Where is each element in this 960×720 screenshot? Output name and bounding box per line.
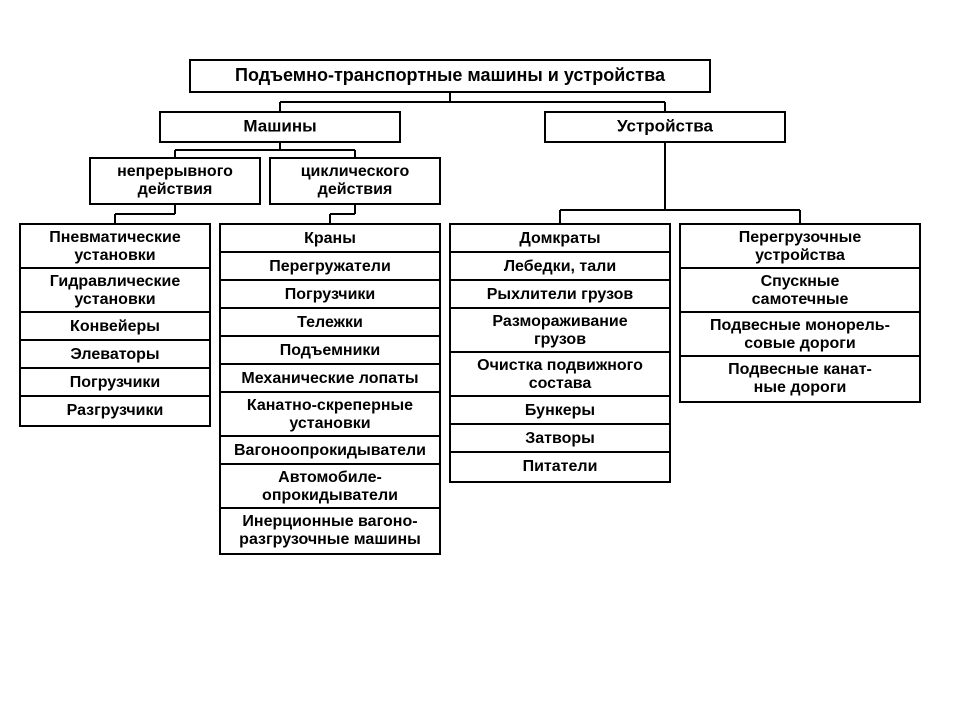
label-text: Подвесные канат- xyxy=(728,361,872,378)
label-text: Домкраты xyxy=(519,230,600,247)
devices-b-row: Подвесные канат-ные дороги xyxy=(680,356,920,402)
label-text: Лебедки, тали xyxy=(504,258,616,275)
label-text: Механические лопаты xyxy=(241,370,418,387)
devices-a-row: Размораживаниегрузов xyxy=(450,308,670,354)
cyclic-row: Механические лопаты xyxy=(220,364,440,394)
cyclic-row: Автомобиле-опрокидыватели xyxy=(220,464,440,510)
cyclic-row: Погрузчики xyxy=(220,280,440,310)
label-text: непрерывного xyxy=(117,163,233,180)
hierarchy-diagram: Подъемно-транспортные машины и устройств… xyxy=(0,0,960,720)
label-text: самотечные xyxy=(752,291,849,308)
devices-a-row: Питатели xyxy=(450,452,670,482)
devices-a-row: Бункеры xyxy=(450,396,670,426)
cyclic-row: Подъемники xyxy=(220,336,440,366)
label-text: Автомобиле- xyxy=(278,469,382,486)
label-text: Погрузчики xyxy=(285,286,376,303)
devices-a-row: Очистка подвижногосостава xyxy=(450,352,670,398)
continuous-row: Элеваторы xyxy=(20,340,210,370)
devices-box: Устройства xyxy=(545,112,785,142)
label-text: Рыхлители грузов xyxy=(487,286,634,303)
root-box: Подъемно-транспортные машины и устройств… xyxy=(190,60,710,92)
label-text: циклического xyxy=(301,163,410,180)
label-text: совые дороги xyxy=(744,335,856,352)
label-text: Очистка подвижного xyxy=(477,357,643,374)
cyclic-row: Канатно-скреперныеустановки xyxy=(220,392,440,438)
label-text: грузов xyxy=(534,331,586,348)
cyclic-row: Перегружатели xyxy=(220,252,440,282)
devices-a-row: Затворы xyxy=(450,424,670,454)
devices-b-row: Подвесные монорель-совые дороги xyxy=(680,312,920,358)
label-text: установки xyxy=(289,415,370,432)
label-text: Элеваторы xyxy=(70,346,159,363)
devices-b-row: Спускныесамотечные xyxy=(680,268,920,314)
continuous-row: Погрузчики xyxy=(20,368,210,398)
label-text: состава xyxy=(529,375,592,392)
continuous-row: Конвейеры xyxy=(20,312,210,342)
label-text: Перегружатели xyxy=(269,258,391,275)
label-text: действия xyxy=(138,181,213,198)
label-text: Конвейеры xyxy=(70,318,160,335)
label-text: Подъемно-транспортные машины и устройств… xyxy=(235,65,666,85)
label-text: действия xyxy=(318,181,393,198)
cyclic-row: Тележки xyxy=(220,308,440,338)
continuous-row: Разгрузчики xyxy=(20,396,210,426)
devices-a-row: Лебедки, тали xyxy=(450,252,670,282)
label-text: установки xyxy=(74,291,155,308)
label-text: устройства xyxy=(755,247,845,264)
continuous-box: непрерывногодействия xyxy=(90,158,260,204)
label-text: Тележки xyxy=(297,314,363,331)
label-text: Машины xyxy=(243,116,316,135)
label-text: Канатно-скреперные xyxy=(247,397,413,414)
label-text: Краны xyxy=(304,230,356,247)
label-text: ные дороги xyxy=(754,379,847,396)
label-text: Затворы xyxy=(525,430,595,447)
label-text: Погрузчики xyxy=(70,374,161,391)
cyclic-row: Краны xyxy=(220,224,440,254)
label-text: опрокидыватели xyxy=(262,487,398,504)
continuous-row: Пневматическиеустановки xyxy=(20,224,210,270)
cyclic-row: Вагоноопрокидыватели xyxy=(220,436,440,466)
label-text: Спускные xyxy=(761,273,840,290)
label-text: Питатели xyxy=(523,458,598,475)
label-text: Подъемники xyxy=(280,342,381,359)
label-text: Вагоноопрокидыватели xyxy=(234,442,426,459)
continuous-row: Гидравлическиеустановки xyxy=(20,268,210,314)
label-text: Бункеры xyxy=(525,402,595,419)
label-text: Инерционные вагоно- xyxy=(242,513,417,530)
label-text: Размораживание xyxy=(492,313,627,330)
cyclic-row: Инерционные вагоно-разгрузочные машины xyxy=(220,508,440,554)
label-text: установки xyxy=(74,247,155,264)
cyclic-box: циклическогодействия xyxy=(270,158,440,204)
label-text: Гидравлические xyxy=(50,273,181,290)
devices-a-row: Рыхлители грузов xyxy=(450,280,670,310)
label-text: Устройства xyxy=(617,116,714,135)
machines-box: Машины xyxy=(160,112,400,142)
devices-b-row: Перегрузочныеустройства xyxy=(680,224,920,270)
label-text: Пневматические xyxy=(49,229,181,246)
label-text: Перегрузочные xyxy=(739,229,862,246)
devices-a-row: Домкраты xyxy=(450,224,670,254)
label-text: Разгрузчики xyxy=(67,402,164,419)
label-text: Подвесные монорель- xyxy=(710,317,890,334)
label-text: разгрузочные машины xyxy=(239,531,421,548)
